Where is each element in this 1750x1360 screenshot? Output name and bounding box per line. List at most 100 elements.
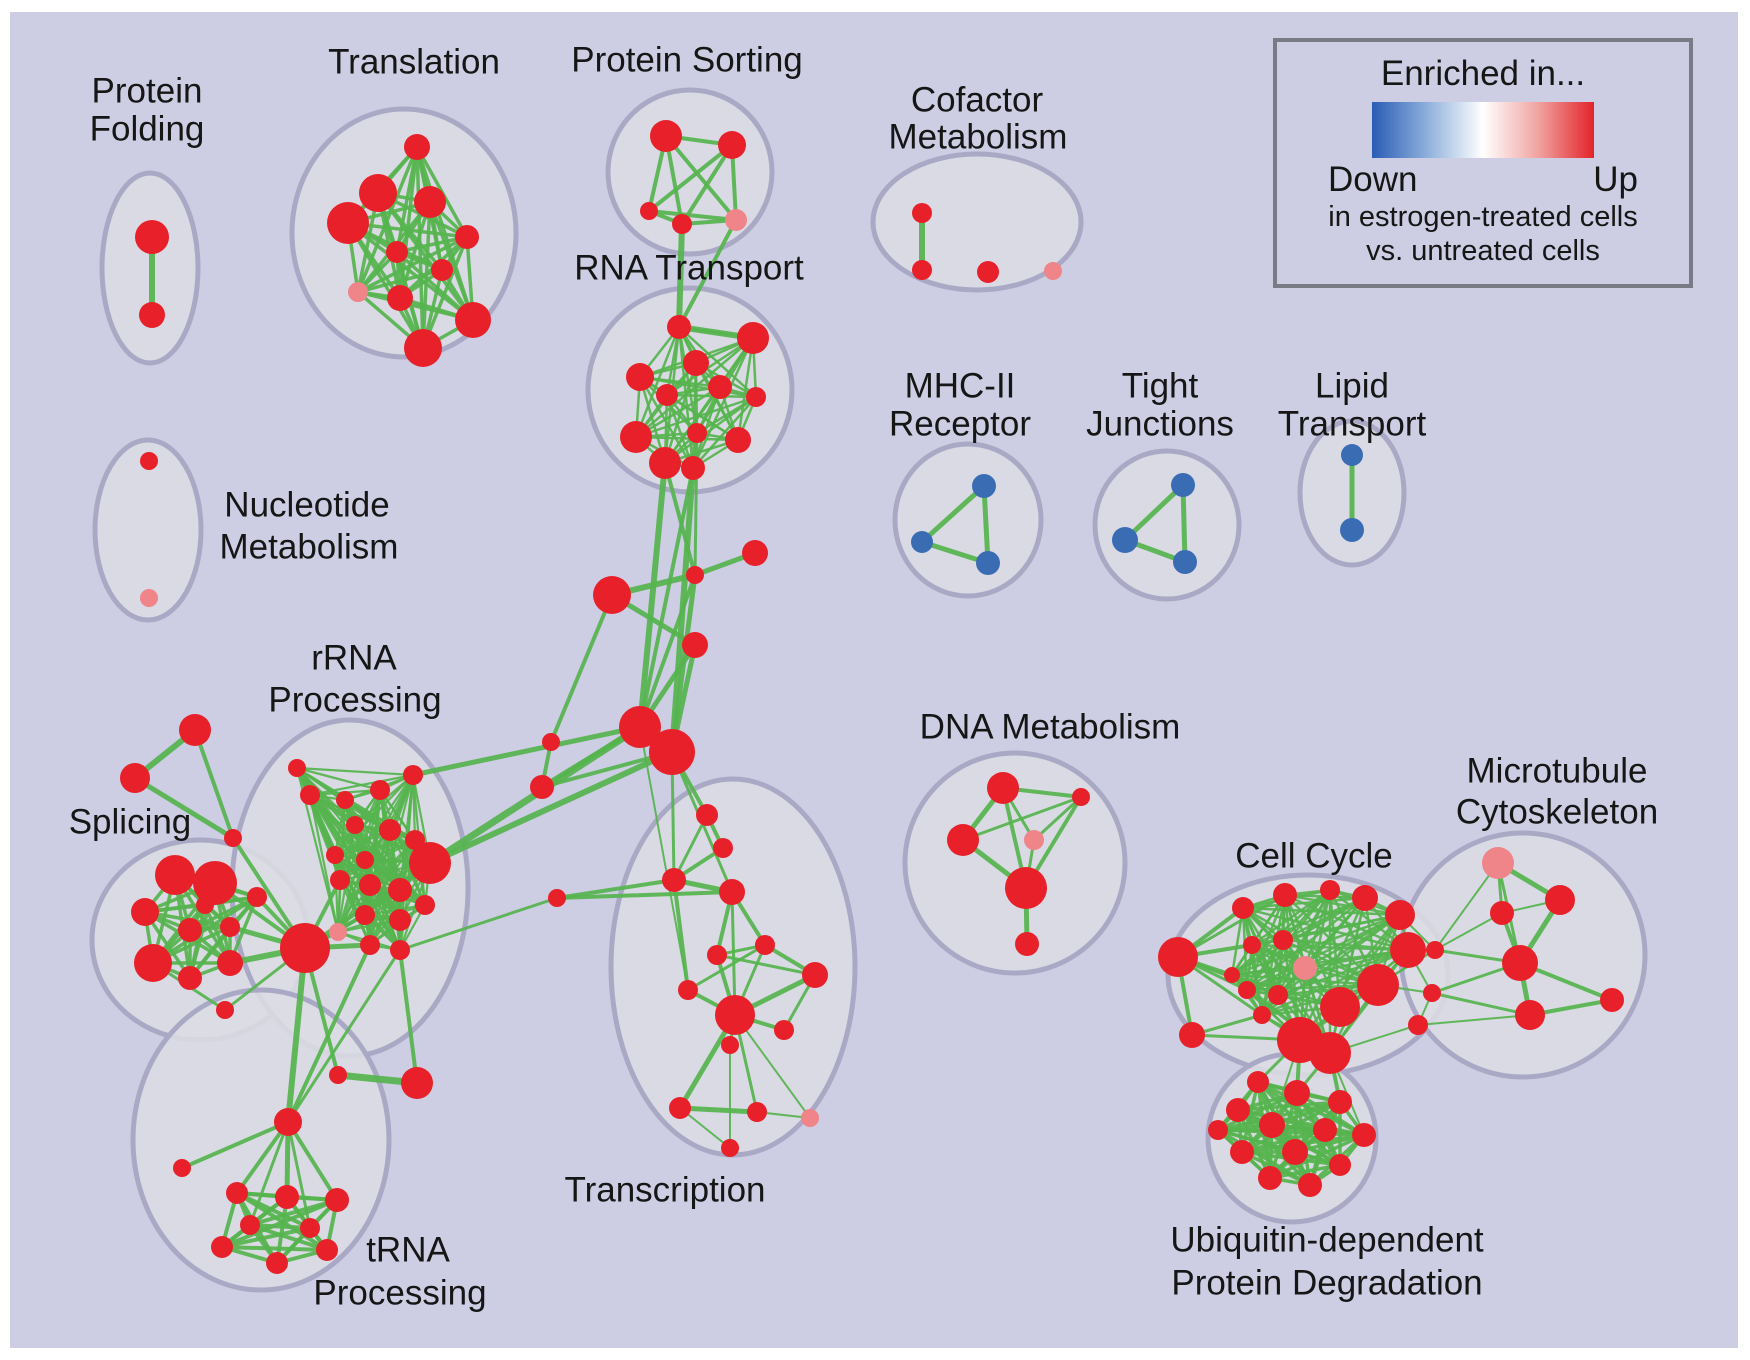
- edge: [672, 878, 690, 992]
- edge: [1230, 913, 1402, 977]
- node: [912, 260, 932, 280]
- edge: [1122, 482, 1186, 543]
- node: [336, 791, 354, 809]
- node: [1313, 1118, 1337, 1142]
- node: [401, 1067, 433, 1099]
- edge: [734, 1014, 811, 1119]
- edge: [1417, 1014, 1531, 1026]
- edge: [398, 896, 559, 952]
- node: [1273, 883, 1297, 907]
- edge: [691, 361, 698, 470]
- edge: [961, 795, 1083, 842]
- node: [1044, 262, 1062, 280]
- edge: [638, 573, 697, 729]
- edge: [647, 143, 734, 213]
- node: [774, 1020, 794, 1040]
- node: [178, 918, 202, 942]
- edge: [235, 1120, 290, 1195]
- node: [746, 387, 766, 407]
- node: [178, 966, 202, 990]
- legend-title: Enriched in...: [1380, 54, 1586, 93]
- node: [1284, 1080, 1310, 1106]
- edge: [730, 890, 737, 1017]
- node: [719, 879, 745, 905]
- node: [672, 214, 692, 234]
- node: [667, 315, 691, 339]
- cluster-label-microtubule-cytoskeleton: Microtubule: [1467, 752, 1648, 791]
- node: [947, 824, 979, 856]
- node: [1545, 885, 1575, 915]
- edge: [1180, 482, 1188, 565]
- node: [742, 540, 768, 566]
- node: [1482, 847, 1514, 879]
- node: [346, 816, 364, 834]
- edge: [694, 361, 740, 442]
- node: [134, 944, 172, 982]
- cluster-trna-processing: [130, 987, 392, 1293]
- edge: [333, 773, 415, 857]
- cluster-label-rrna-processing: Processing: [268, 681, 441, 720]
- edge: [132, 775, 236, 841]
- edge: [1236, 1108, 1272, 1180]
- edge: [336, 903, 427, 934]
- edge: [664, 134, 738, 222]
- edge: [343, 798, 417, 842]
- node: [640, 202, 658, 220]
- node: [455, 302, 491, 338]
- edge: [180, 1120, 290, 1170]
- legend-up-label: Up: [1593, 160, 1638, 199]
- node: [1329, 1154, 1351, 1176]
- cluster-nucleotide-metabolism: [92, 437, 204, 623]
- edge: [665, 393, 758, 399]
- edge: [1230, 948, 1410, 977]
- legend: Enriched in... Down Up in estrogen-treat…: [1273, 38, 1693, 288]
- edge: [333, 838, 417, 857]
- node: [329, 1066, 347, 1084]
- node: [987, 772, 1019, 804]
- node: [977, 261, 999, 283]
- node: [801, 1109, 819, 1127]
- edge: [638, 466, 695, 729]
- node: [911, 531, 933, 553]
- edge: [672, 813, 709, 882]
- node: [708, 375, 732, 399]
- node: [360, 935, 380, 955]
- node: [530, 775, 554, 799]
- edge: [1176, 893, 1287, 959]
- node: [656, 384, 678, 406]
- edge: [286, 1120, 312, 1230]
- node: [1320, 987, 1360, 1027]
- node: [1268, 985, 1288, 1005]
- edge: [634, 325, 681, 439]
- node: [288, 759, 306, 777]
- legend-endpoint-labels: Down Up: [1328, 160, 1638, 200]
- edge: [663, 461, 697, 577]
- node: [1273, 930, 1293, 950]
- node: [1158, 937, 1198, 977]
- node: [1243, 936, 1261, 954]
- node: [155, 855, 195, 895]
- node: [131, 898, 159, 926]
- cluster-label-protein-folding: Protein: [92, 72, 203, 111]
- edge: [634, 385, 722, 439]
- node: [755, 935, 775, 955]
- edge: [1216, 1128, 1366, 1137]
- node: [1247, 1071, 1269, 1093]
- node: [275, 1185, 299, 1209]
- node: [1230, 1140, 1254, 1164]
- node: [626, 363, 654, 391]
- node: [802, 962, 828, 988]
- cluster-label-mhc-ii-receptor: MHC-II: [905, 367, 1016, 406]
- node: [662, 868, 686, 892]
- node: [1515, 1000, 1545, 1030]
- node: [274, 1108, 302, 1136]
- node: [650, 120, 682, 152]
- edge: [680, 143, 734, 226]
- cluster-label-transcription: Transcription: [565, 1171, 766, 1210]
- node: [1298, 1173, 1322, 1197]
- node: [330, 870, 350, 890]
- node: [379, 819, 401, 841]
- node: [1423, 984, 1441, 1002]
- node: [1328, 1090, 1352, 1114]
